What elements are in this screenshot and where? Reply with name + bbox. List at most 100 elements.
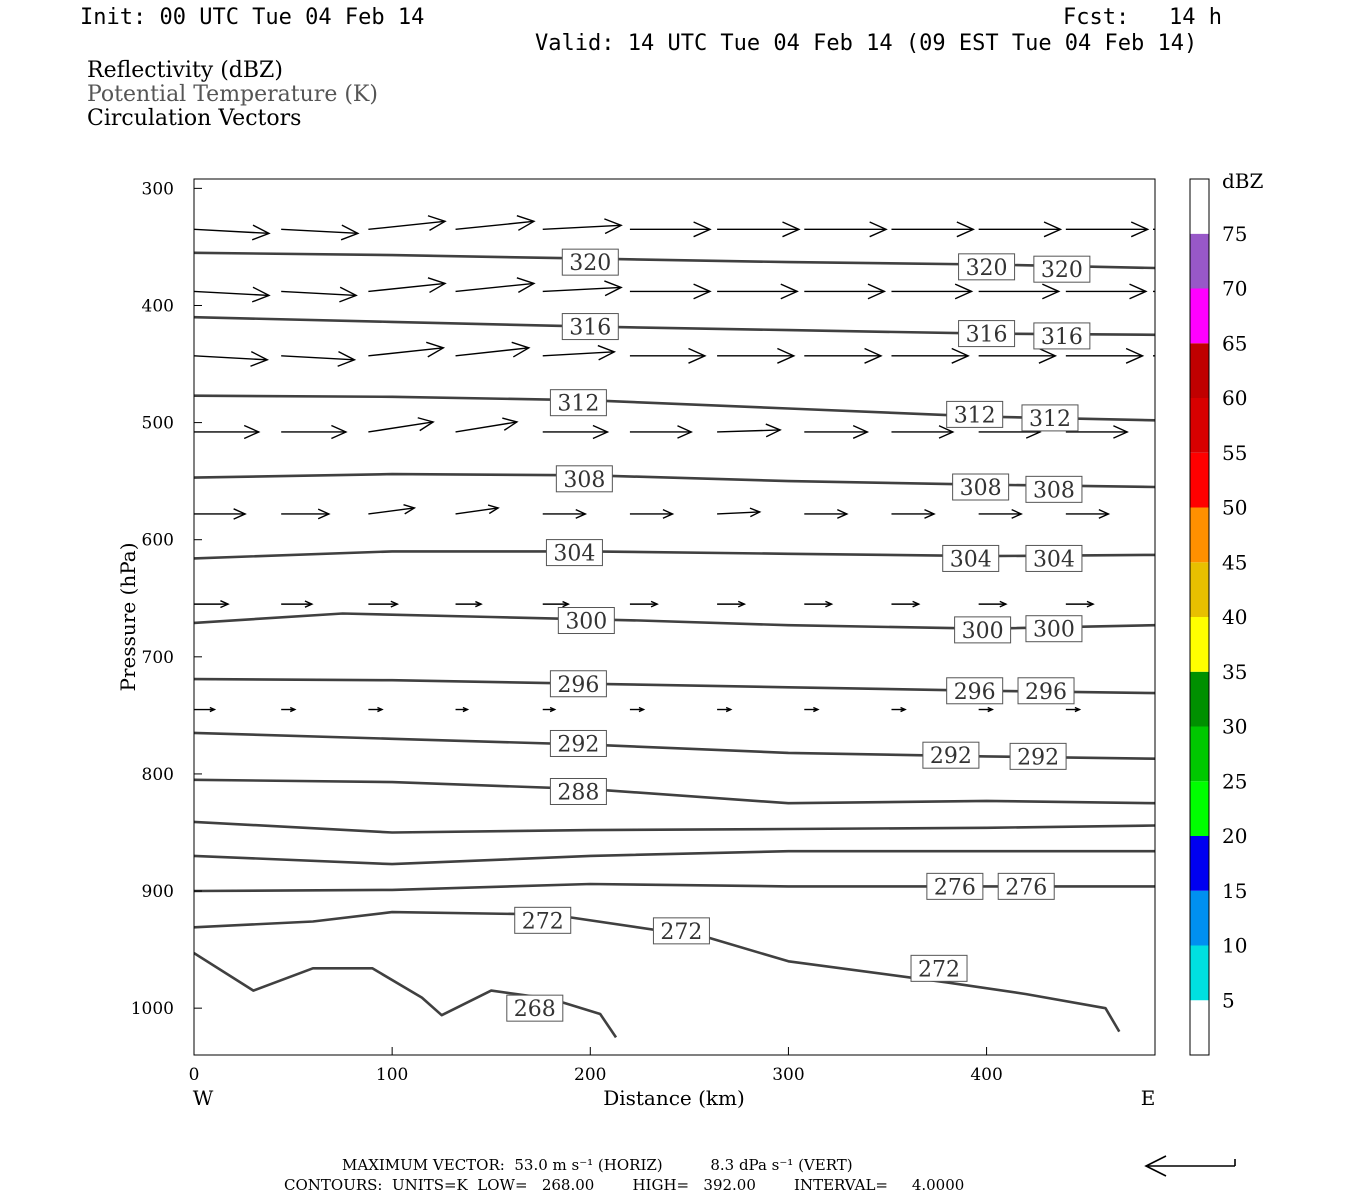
circulation-vector (804, 283, 887, 300)
contour-label-box (1009, 742, 1067, 770)
contour-label-296: 296 (549, 670, 607, 698)
colorbar-tick-label: 60 (1222, 386, 1247, 410)
valid-time: Valid: 14 UTC Tue 04 Feb 14 (09 EST Tue … (535, 31, 1198, 56)
contour-label-text: 304 (553, 542, 595, 567)
vector-head (339, 286, 358, 303)
vector-head (1130, 221, 1150, 238)
vector-shaft (194, 228, 270, 235)
colorbar-tick-label: 30 (1222, 715, 1247, 739)
colorbar-swatch (1190, 671, 1209, 727)
colorbar-swatch (1190, 617, 1209, 672)
colorbar-tick-label: 70 (1222, 277, 1247, 301)
contour-label-308: 308 (555, 465, 613, 493)
circulation-vector (1065, 425, 1129, 439)
contour-label-text: 320 (569, 251, 611, 276)
contour-label-292: 292 (549, 729, 607, 757)
contour-label-text: 308 (563, 468, 605, 493)
circulation-vector (717, 600, 747, 608)
x-tick-label: 400 (970, 1065, 1002, 1085)
contour-label-272: 272 (910, 954, 968, 982)
contour-label-text: 292 (557, 732, 599, 757)
theta-contour-288 (194, 778, 1155, 805)
vector-head (403, 504, 417, 515)
contour-label-box (922, 741, 980, 769)
circulation-vector (281, 350, 357, 367)
contour-label-box (545, 539, 603, 567)
vector-head (813, 706, 820, 713)
circulation-vector (978, 283, 1061, 300)
circulation-vector (804, 509, 849, 519)
y-tick-label: 1000 (131, 999, 174, 1019)
circulation-vector (717, 221, 801, 238)
vector-head (331, 424, 348, 440)
circulation-vector (281, 600, 314, 608)
contour-label-276: 276 (926, 872, 984, 900)
vector-head (1038, 347, 1058, 364)
vector-head (475, 600, 483, 608)
colorbar-frame (1189, 178, 1210, 1056)
contour-label-text: 316 (569, 316, 611, 341)
vector-head (511, 341, 531, 358)
colorbar-tick-label: 50 (1222, 496, 1247, 520)
theta-contour-284 (194, 820, 1155, 834)
colorbar-tick-label: 75 (1222, 222, 1247, 246)
vector-head (938, 425, 955, 439)
vector-head (575, 509, 588, 519)
circulation-vector (891, 509, 936, 519)
contour-label-box (952, 473, 1010, 501)
circulation-vector (629, 221, 712, 238)
vector-head (864, 347, 883, 364)
vector-head (377, 706, 384, 713)
vector-head (954, 283, 974, 300)
vector-head (951, 347, 970, 364)
contour-label-box (958, 253, 1016, 281)
circulation-vector (281, 424, 348, 440)
vector-head (924, 509, 936, 519)
vector-head (604, 280, 623, 297)
circulation-vector (1065, 600, 1095, 608)
vector-head (209, 706, 217, 713)
contour-label-text: 288 (557, 780, 599, 805)
vector-head (427, 277, 447, 294)
vector-head (1125, 347, 1145, 364)
theta-contour-312 (194, 394, 1155, 422)
vector-head (487, 504, 500, 515)
vector-head (688, 347, 707, 364)
colorbar-swatch (1190, 836, 1209, 891)
contour-label-box (942, 544, 1000, 572)
vector-head (427, 215, 447, 231)
legend-circulation-vectors: Circulation Vectors (87, 106, 302, 131)
circulation-vector (978, 509, 1023, 519)
vector-head (737, 600, 747, 608)
contour-label-292: 292 (1009, 742, 1067, 770)
circulation-vector (281, 286, 358, 303)
circulation-vector (542, 509, 588, 519)
contour-label-box (1025, 615, 1083, 643)
vector-shaft (194, 355, 268, 361)
vector-head (243, 424, 261, 440)
contour-label-text: 296 (1025, 680, 1067, 705)
vector-shaft (455, 282, 535, 293)
y-tick-label: 900 (142, 882, 174, 902)
vector-head (765, 423, 782, 438)
contour-label-320: 320 (561, 248, 619, 276)
vector-head (1113, 425, 1129, 439)
y-tick-label: 400 (142, 296, 174, 316)
contour-label-box (997, 872, 1055, 900)
vector-head (749, 507, 762, 518)
circulation-vector (891, 221, 976, 238)
contour-label-box (506, 994, 564, 1022)
contour-label-box (946, 677, 1004, 705)
vector-shaft (455, 421, 518, 433)
circulation-vector (542, 424, 610, 440)
theta-contour-296 (194, 677, 1155, 695)
vector-shaft (368, 220, 446, 231)
vector-head (725, 706, 733, 713)
vector-shaft (455, 220, 535, 231)
circulation-vector (1065, 509, 1111, 519)
vector-head (867, 283, 887, 300)
vector-head (1011, 509, 1023, 519)
colorbar-tick-label: 15 (1222, 879, 1247, 903)
contour-label-text: 292 (930, 744, 972, 769)
vector-head (562, 600, 571, 608)
